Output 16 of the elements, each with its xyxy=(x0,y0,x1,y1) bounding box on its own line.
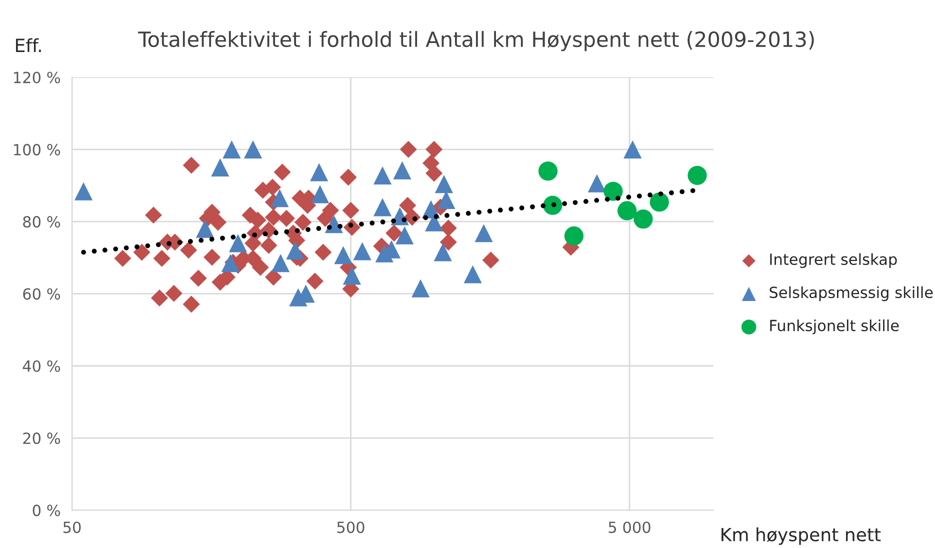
y-tick-label: 60 % xyxy=(23,288,60,300)
x-tick-label: 500 xyxy=(337,522,364,534)
y-tick-label: 80 % xyxy=(23,216,60,228)
x-axis-title: Km høyspent nett xyxy=(722,527,881,545)
y-axis-title: Eff. xyxy=(16,38,41,52)
y-tick-label: 0 % xyxy=(32,504,60,516)
y-tick-label: 40 % xyxy=(22,360,60,372)
y-tick-label: 120 % xyxy=(14,72,60,84)
legend-label: Integrert selskap xyxy=(770,253,897,268)
legend-label: Selskapsmessig skille xyxy=(770,286,933,302)
legend-label: Funksjonelt skille xyxy=(770,319,899,334)
y-tick-label: 20 % xyxy=(23,432,60,444)
x-tick-label: 50 xyxy=(63,522,81,534)
x-tick-label: 5 000 xyxy=(608,522,650,534)
y-tick-label: 100 % xyxy=(14,144,60,156)
chart-title: Totaleffektivitet i forhold til Antall km Høyspent nett (2009-2013) xyxy=(138,31,814,52)
